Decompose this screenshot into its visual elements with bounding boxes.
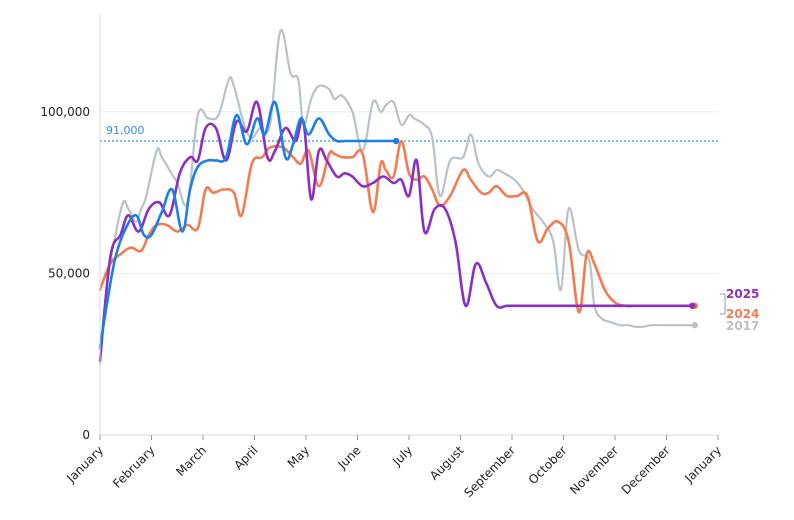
legend-entry-2025: 2025 xyxy=(726,287,759,301)
x-tick-label: July xyxy=(389,443,415,469)
axes xyxy=(99,15,719,440)
series-end-point-2026 xyxy=(392,137,400,145)
x-tick-label: January xyxy=(63,443,106,486)
x-tick-label: January xyxy=(681,443,724,486)
series-line-2025 xyxy=(98,100,694,362)
x-tick-label: October xyxy=(526,443,570,487)
y-tick-label: 0 xyxy=(82,428,90,442)
y-tick-label: 50,000 xyxy=(48,266,90,280)
x-tick-label: December xyxy=(619,443,673,497)
series-line-2026 xyxy=(98,100,398,350)
x-tick-labels: January February March April May June July Augu… xyxy=(63,443,724,500)
series-end-point-2025 xyxy=(689,302,696,309)
series-end-point-2017 xyxy=(691,321,699,329)
x-tick-label: February xyxy=(110,443,158,491)
reference-line-label: 91,000 xyxy=(106,124,145,137)
series-line-2024 xyxy=(98,139,697,314)
y-tick-label: 100,000 xyxy=(40,105,90,119)
y-tick-labels: 0 50,000 100,000 xyxy=(40,105,90,442)
x-tick-label: May xyxy=(285,443,312,470)
legend-entry-2024: 2024 xyxy=(726,307,759,321)
x-tick-label: September xyxy=(461,443,518,500)
legend-bracket xyxy=(720,293,726,315)
x-tick-label: November xyxy=(567,443,621,497)
x-tick-label: August xyxy=(427,443,467,483)
x-tick-label: March xyxy=(173,443,209,479)
reference-line-group: 91,000 xyxy=(100,124,718,142)
x-tick-label: June xyxy=(335,443,364,472)
legend-entry-2017: 2017 xyxy=(726,319,759,333)
series-lines xyxy=(98,28,699,365)
x-tick-label: April xyxy=(231,443,260,472)
